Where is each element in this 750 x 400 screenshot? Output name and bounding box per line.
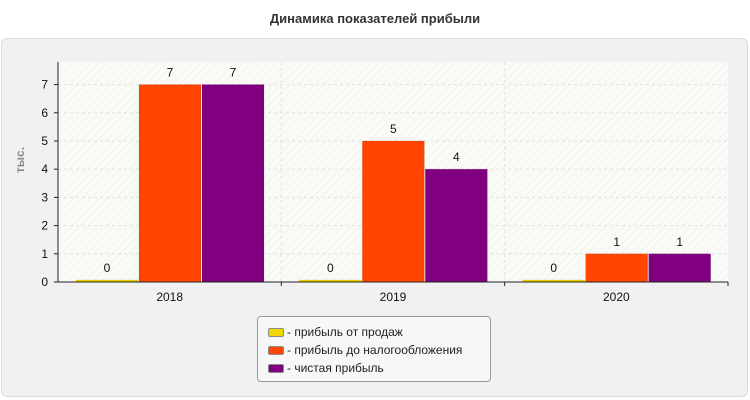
- bar: [585, 253, 648, 283]
- y-axis-label: тыс.: [13, 147, 27, 173]
- x-tick-label: 2020: [603, 290, 630, 304]
- y-tick-label: 3: [41, 190, 48, 204]
- y-tick-label: 7: [41, 78, 48, 92]
- legend-swatch-icon: [268, 345, 284, 355]
- legend-swatch-icon: [268, 363, 284, 373]
- legend: - прибыль от продаж - прибыль до налогоо…: [257, 316, 491, 382]
- bar: [201, 84, 265, 283]
- y-tick-label: 6: [41, 106, 48, 120]
- data-label: 1: [676, 235, 683, 249]
- axes: 0 1 2 3 4 5 6 7 2018 2019 2020: [41, 62, 729, 304]
- y-tick-label: 2: [41, 219, 48, 233]
- y-tick-label: 1: [41, 247, 48, 261]
- bars: 0 7 7 0 5 4 0 1 1: [75, 66, 711, 283]
- legend-label: - прибыль до налогообложения: [287, 343, 463, 357]
- data-label: 0: [104, 261, 111, 275]
- data-label: 0: [327, 261, 334, 275]
- chart-title: Динамика показателей прибыли: [269, 11, 481, 26]
- data-label: 7: [230, 66, 237, 80]
- y-tick-label: 4: [41, 162, 48, 176]
- legend-item-net-profit[interactable]: - чистая прибыль: [268, 359, 490, 377]
- data-label: 5: [390, 122, 397, 136]
- data-label: 0: [550, 261, 557, 275]
- bar: [138, 84, 202, 283]
- legend-item-pretax-profit[interactable]: - прибыль до налогообложения: [268, 341, 490, 359]
- legend-label: - чистая прибыль: [287, 361, 384, 375]
- bar: [648, 253, 711, 283]
- bar: [362, 140, 425, 283]
- x-tick-label: 2019: [380, 290, 407, 304]
- y-tick-label: 0: [41, 275, 48, 289]
- bar: [425, 168, 488, 283]
- legend-label: - прибыль от продаж: [287, 325, 403, 339]
- legend-swatch-icon: [268, 327, 284, 337]
- data-label: 7: [167, 66, 174, 80]
- y-tick-label: 5: [41, 134, 48, 148]
- data-label: 4: [453, 150, 460, 164]
- legend-item-sales-profit[interactable]: - прибыль от продаж: [268, 323, 490, 341]
- data-label: 1: [613, 235, 620, 249]
- x-tick-label: 2018: [156, 290, 183, 304]
